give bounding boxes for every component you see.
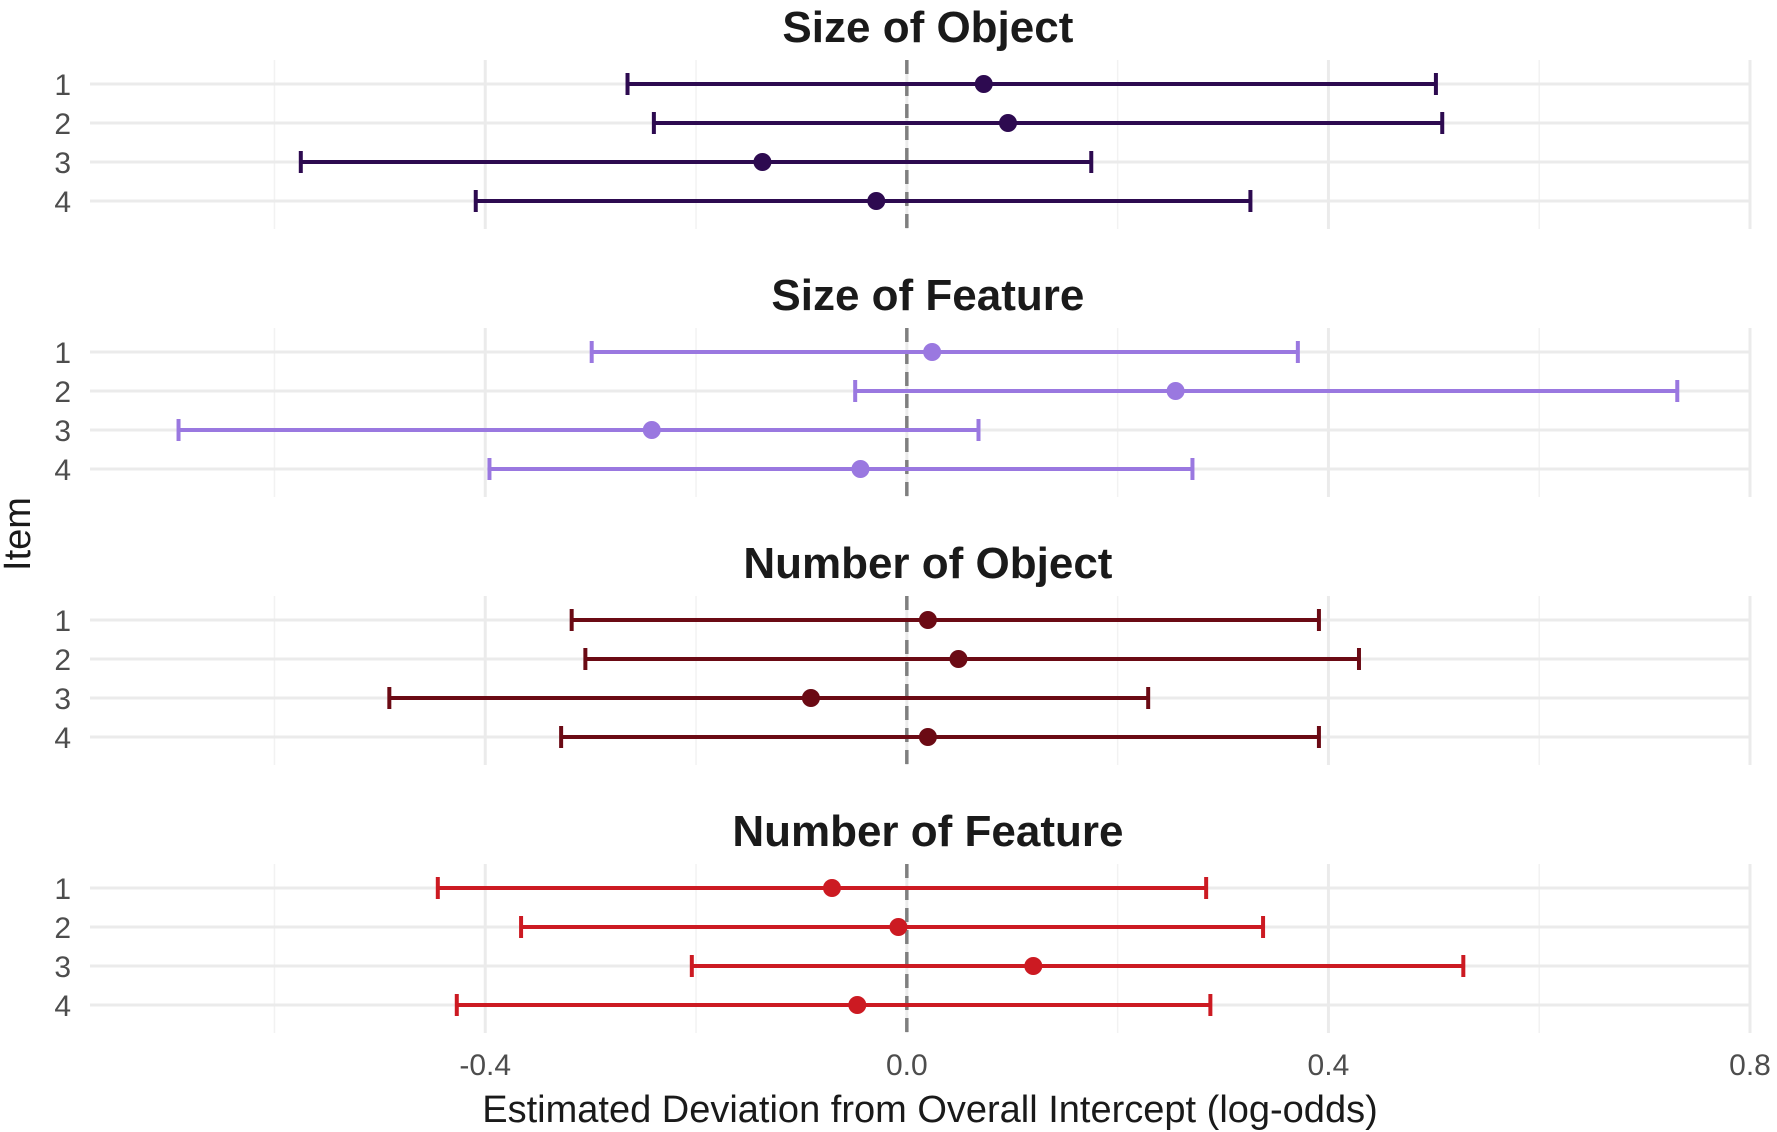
y-tick-label: 1: [54, 69, 71, 102]
panel-title: Size of Feature: [771, 271, 1084, 320]
estimate-point: [975, 75, 993, 93]
panel: Number of Object 1 2 3 4: [54, 539, 1750, 765]
estimate-point: [923, 343, 941, 361]
y-tick-label: 3: [54, 147, 71, 180]
y-tick-label: 3: [54, 951, 71, 984]
estimate-point: [1024, 957, 1042, 975]
panel-title: Number of Object: [743, 539, 1112, 588]
x-axis: -0.4 0.0 0.4 0.8: [459, 1049, 1770, 1082]
y-tick-label: 4: [54, 454, 71, 487]
x-tick-label: -0.4: [459, 1049, 511, 1082]
estimate-point: [643, 421, 661, 439]
estimate-point: [851, 460, 869, 478]
y-tick-label: 1: [54, 873, 71, 906]
y-tick-label: 4: [54, 990, 71, 1023]
y-tick-label: 2: [54, 644, 71, 677]
y-tick-label: 2: [54, 912, 71, 945]
y-tick-label: 4: [54, 186, 71, 219]
estimate-point: [949, 650, 967, 668]
estimate-point: [999, 114, 1017, 132]
y-tick-label: 2: [54, 108, 71, 141]
panel-title: Size of Object: [782, 3, 1073, 52]
y-tick-label: 1: [54, 605, 71, 638]
estimate-point: [802, 689, 820, 707]
estimate-point: [889, 918, 907, 936]
y-tick-label: 4: [54, 722, 71, 755]
estimate-point: [848, 996, 866, 1014]
estimate-point: [1167, 382, 1185, 400]
estimate-point: [823, 879, 841, 897]
y-tick-label: 1: [54, 337, 71, 370]
x-tick-label: 0.8: [1729, 1049, 1771, 1082]
estimate-point: [919, 728, 937, 746]
panel: Size of Object 1 2 3 4: [54, 3, 1750, 229]
estimate-point: [753, 153, 771, 171]
y-axis-title: Item: [0, 497, 39, 571]
y-tick-label: 3: [54, 415, 71, 448]
estimate-point: [867, 192, 885, 210]
panel: Number of Feature 1 2 3 4: [54, 807, 1750, 1033]
y-tick-label: 3: [54, 683, 71, 716]
x-axis-title: Estimated Deviation from Overall Interce…: [482, 1089, 1377, 1131]
panel-title: Number of Feature: [732, 807, 1123, 856]
estimate-point: [919, 611, 937, 629]
panel: Size of Feature 1 2 3 4: [54, 271, 1750, 497]
y-tick-label: 2: [54, 376, 71, 409]
x-tick-label: 0.4: [1308, 1049, 1350, 1082]
x-tick-label: 0.0: [886, 1049, 928, 1082]
